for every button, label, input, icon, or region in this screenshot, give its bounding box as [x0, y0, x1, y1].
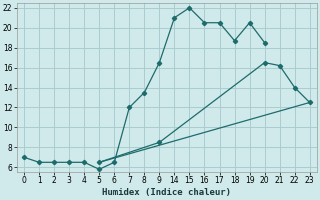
X-axis label: Humidex (Indice chaleur): Humidex (Indice chaleur): [102, 188, 231, 197]
